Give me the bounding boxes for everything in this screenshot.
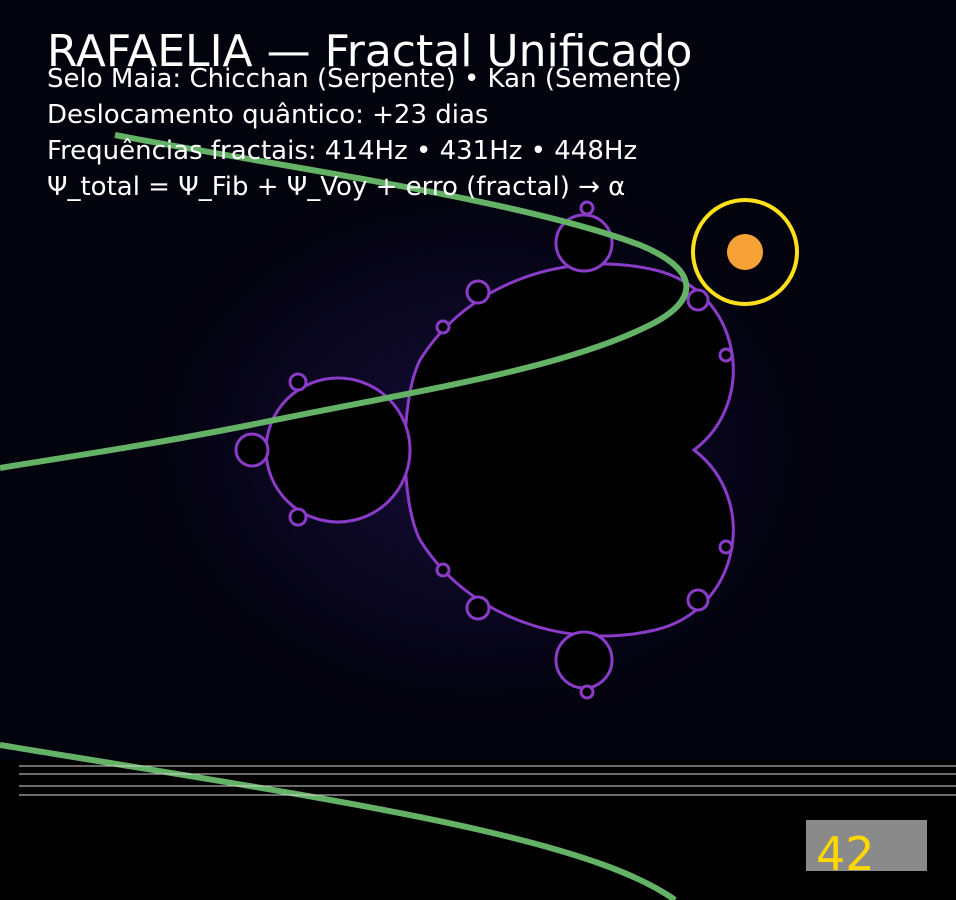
green-curve-lower (0, 742, 677, 900)
page-title: RAFAELIA — Fractal Unificado (47, 26, 693, 77)
green-curve-upper (0, 132, 690, 471)
frequencies-line: Frequências fractais: 414Hz • 431Hz • 44… (47, 136, 638, 166)
sun-ring (691, 198, 799, 306)
badge-number: 42 (816, 827, 875, 881)
equation-line: Ψ_total = Ψ_Fib + Ψ_Voy + erro (fractal)… (47, 172, 626, 202)
far-left-bulb (234, 432, 270, 468)
main-cardioid (403, 262, 735, 638)
sun (727, 234, 763, 270)
number-badge: 42 (806, 820, 927, 880)
bottom-bulb (554, 630, 614, 690)
staff-lines (19, 765, 956, 796)
maya-seal-line: Selo Maia: Chicchan (Serpente) • Kan (Se… (47, 64, 682, 94)
quantum-shift-line: Deslocamento quântico: +23 dias (47, 100, 489, 130)
